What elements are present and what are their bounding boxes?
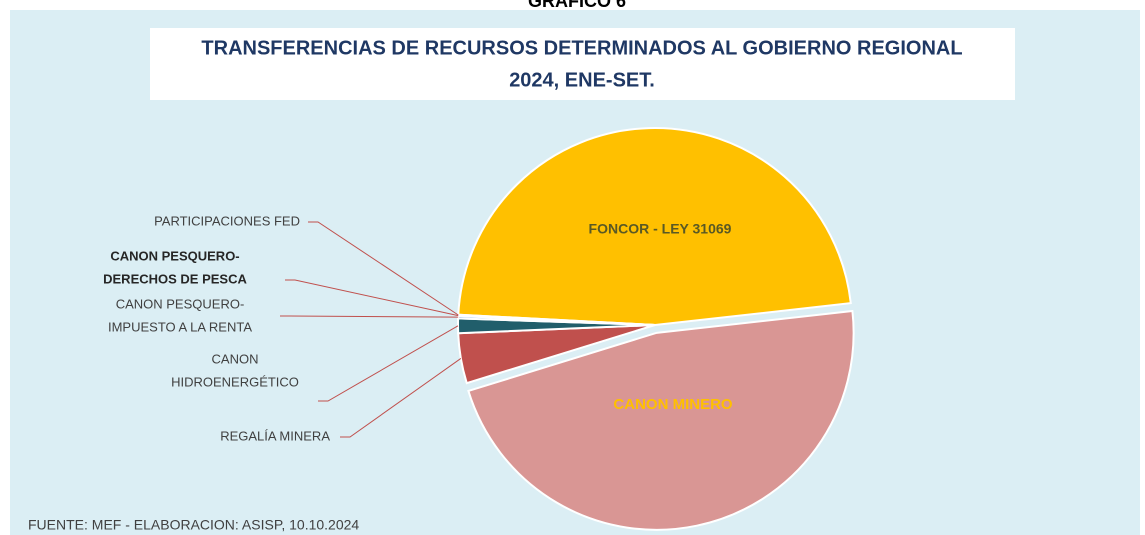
- chart-title: TRANSFERENCIAS DE RECURSOS DETERMINADOS …: [201, 37, 962, 59]
- slice-label: CANON MINERO: [613, 396, 732, 413]
- leader-line: [308, 221, 459, 316]
- title-box: [150, 28, 1015, 100]
- slice-label: PARTICIPACIONES FED: [154, 213, 300, 228]
- heading: GRÁFICO 6: [528, 0, 626, 11]
- slice-label: CANON PESQUERO-: [110, 248, 239, 263]
- slice-label: CANON PESQUERO-: [116, 296, 245, 311]
- leader-line: [318, 325, 459, 402]
- pie-slice: [457, 126, 852, 327]
- slice-label: IMPUESTO A LA RENTA: [108, 319, 252, 334]
- slice-label: CANON: [212, 351, 259, 366]
- leader-line: [285, 279, 459, 317]
- leader-line: [340, 358, 462, 438]
- slice-label: DERECHOS DE PESCA: [103, 271, 247, 286]
- pie-slice: [467, 309, 855, 531]
- slice-label: FONCOR - LEY 31069: [589, 221, 732, 237]
- slice-label: REGALÍA MINERA: [220, 428, 330, 443]
- source: FUENTE: MEF - ELABORACION: ASISP, 10.10.…: [28, 517, 359, 533]
- slice-label: HIDROENERGÉTICO: [171, 374, 299, 389]
- leader-line: [280, 315, 459, 318]
- chart-title: 2024, ENE-SET.: [509, 69, 655, 91]
